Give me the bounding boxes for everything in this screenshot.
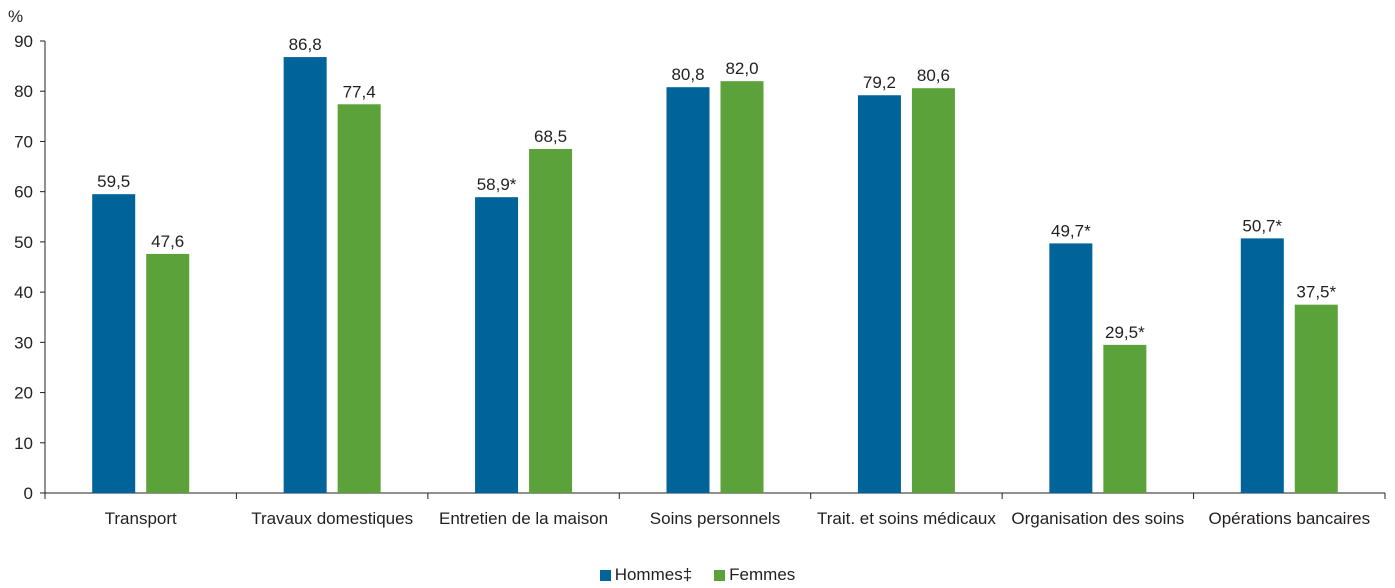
bar-femmes	[1103, 344, 1147, 493]
category-label: Travaux domestiques	[251, 509, 413, 528]
legend-swatch-hommes	[599, 569, 611, 581]
category-label: Trait. et soins médicaux	[817, 509, 996, 528]
bar-femmes	[146, 253, 190, 493]
data-label: 50,7*	[1242, 216, 1282, 235]
data-label: 29,5*	[1105, 323, 1145, 342]
bar-femmes	[529, 148, 573, 493]
y-tick-label: 30	[14, 333, 33, 352]
bar-hommes	[857, 95, 901, 494]
y-tick-label: 20	[14, 384, 33, 403]
legend-label-hommes: Hommes‡	[614, 565, 693, 584]
y-tick-label: 40	[14, 283, 33, 302]
category-label: Opérations bancaires	[1208, 509, 1370, 528]
data-label: 79,2	[863, 73, 896, 92]
bar-femmes	[911, 88, 955, 493]
y-tick-label: 10	[14, 434, 33, 453]
data-label: 80,8	[671, 65, 704, 84]
y-tick-label: 90	[14, 32, 33, 51]
bar-hommes	[283, 57, 327, 494]
category-label: Entretien de la maison	[439, 509, 608, 528]
data-label: 68,5	[534, 127, 567, 146]
bar-hommes	[475, 197, 519, 494]
data-label: 59,5	[97, 172, 130, 191]
legend-label-femmes: Femmes	[729, 565, 796, 584]
y-tick-label: 70	[14, 132, 33, 151]
bar-hommes	[1240, 238, 1284, 493]
bar-femmes	[337, 104, 381, 493]
data-label: 77,4	[343, 82, 376, 101]
legend-swatch-femmes	[714, 569, 726, 581]
legend-item-femmes: Femmes	[714, 566, 795, 584]
bar-hommes	[1049, 243, 1093, 493]
bar-chart: % 0 10 20 30 40 50 60 70 80 90 59,5 47,6 Transport 86,…	[8, 7, 1386, 528]
bar-hommes	[92, 194, 136, 493]
bar-hommes	[666, 87, 710, 494]
legend: Hommes‡ Femmes	[0, 566, 1395, 584]
category-label: Organisation des soins	[1011, 509, 1184, 528]
category-label: Soins personnels	[650, 509, 780, 528]
bar-femmes	[720, 81, 764, 493]
data-label: 49,7*	[1051, 221, 1091, 240]
y-tick-label: 50	[14, 233, 33, 252]
y-tick-label: 80	[14, 82, 33, 101]
bar-femmes	[1294, 304, 1338, 493]
data-label: 86,8	[289, 35, 322, 54]
y-tick-label: 60	[14, 183, 33, 202]
data-label: 82,0	[725, 59, 758, 78]
category-label: Transport	[105, 509, 177, 528]
y-tick-label: 0	[24, 484, 33, 503]
data-label: 80,6	[917, 66, 950, 85]
legend-item-hommes: Hommes‡	[599, 565, 693, 584]
data-label: 58,9*	[477, 175, 517, 194]
data-label: 37,5*	[1296, 283, 1336, 302]
y-axis-unit-label: %	[8, 7, 23, 26]
data-label: 47,6	[151, 232, 184, 251]
